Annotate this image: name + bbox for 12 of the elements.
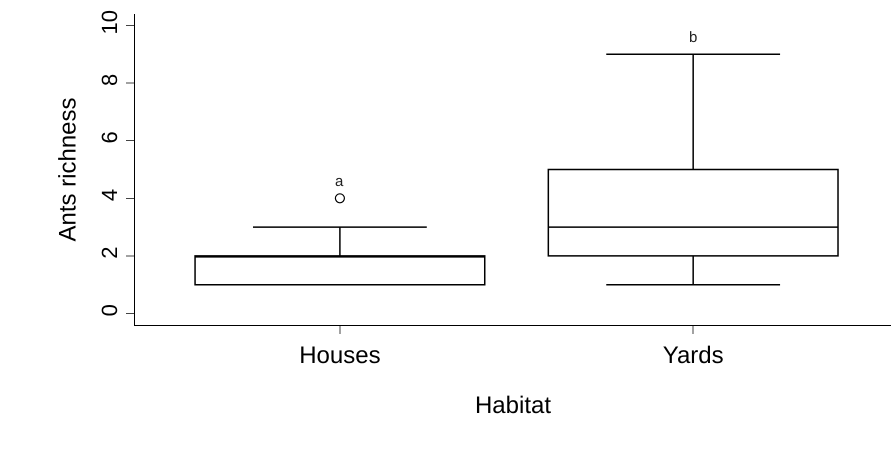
y-tick-label: 4	[97, 188, 122, 202]
y-tick-label: 10	[97, 10, 122, 34]
annotation: a	[335, 173, 344, 190]
y-tick-label: 6	[97, 131, 122, 144]
y-axis-title: Ants richness	[54, 97, 82, 242]
x-tick-label: Houses	[299, 342, 381, 369]
x-tick-label: Yards	[662, 342, 724, 369]
y-tick-label: 8	[97, 74, 122, 86]
y-tick-label: 2	[97, 246, 122, 259]
x-axis-title: Habitat	[474, 392, 552, 420]
y-tick-label: 0	[97, 304, 122, 316]
annotation: b	[689, 29, 698, 46]
